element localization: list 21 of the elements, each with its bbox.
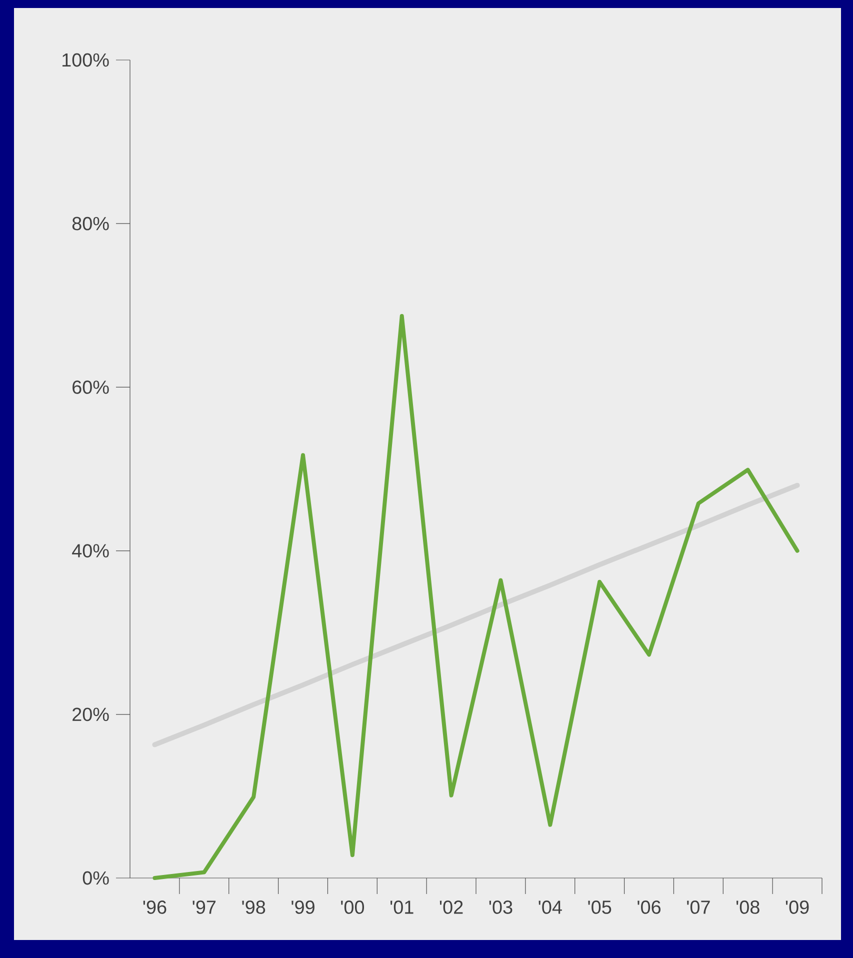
y-tick-label: 60% — [72, 380, 109, 394]
y-tick-label: 80% — [72, 216, 109, 230]
y-tick-label: 0% — [82, 871, 109, 885]
line-series — [152, 314, 800, 880]
x-tick-label: '09 — [786, 900, 809, 914]
x-tick-label: '98 — [242, 900, 266, 914]
x-tick-label: '04 — [538, 900, 562, 914]
x-tick-label: '01 — [390, 900, 414, 914]
x-tick-label: '06 — [638, 900, 660, 914]
x-tick-label: '97 — [192, 900, 216, 914]
y-tick-label: 20% — [72, 708, 109, 722]
x-tick-label: '00 — [341, 900, 364, 914]
x-tick-label: '03 — [489, 900, 512, 914]
x-tick-label: '96 — [143, 900, 166, 914]
y-tick-label: 100% — [62, 53, 109, 67]
x-tick-label: '07 — [687, 900, 710, 914]
x-tick-label: '05 — [588, 900, 612, 914]
x-tick-label: '08 — [736, 900, 760, 914]
y-tick-label: 40% — [72, 544, 109, 558]
x-tick-label: '02 — [440, 900, 463, 914]
x-tick-label: '99 — [292, 900, 314, 914]
